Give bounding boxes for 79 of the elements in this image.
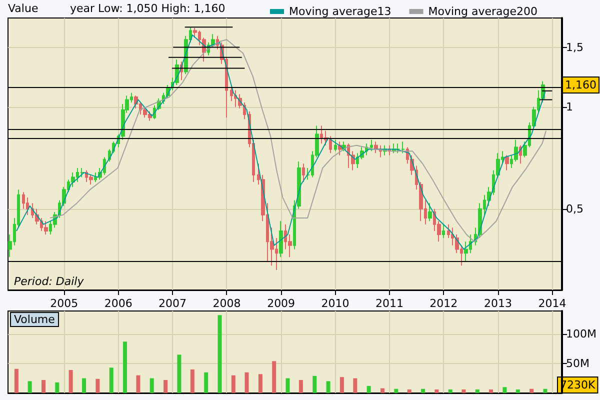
x-tick-label: 2008: [212, 297, 241, 310]
bar: [177, 354, 182, 393]
candlestick: [374, 141, 378, 154]
x-tick-label: 2014: [538, 297, 566, 310]
bar: [204, 372, 208, 393]
candlestick: [442, 224, 445, 239]
text: year Low: 1,050 High: 1,160: [70, 2, 226, 15]
bar: [298, 380, 303, 393]
x-tick-label: 2013: [484, 297, 512, 310]
bar: [421, 388, 426, 393]
candlestick: [428, 202, 432, 222]
chart-title: Value: [8, 2, 38, 15]
bar: [489, 389, 494, 393]
bar: [380, 388, 384, 393]
candlestick: [370, 139, 373, 152]
bar: [164, 380, 168, 393]
candlestick: [89, 174, 93, 186]
chart-title: Volume: [14, 313, 56, 326]
bar: [366, 386, 371, 393]
bar: [530, 388, 534, 393]
bar: [68, 370, 73, 393]
candlestick: [329, 136, 332, 154]
bar: [82, 378, 86, 393]
y-tick-label: 100M: [566, 328, 596, 341]
x-tick-label: 2006: [104, 297, 132, 310]
candlestick: [505, 154, 509, 171]
x-tick-label: 2005: [50, 297, 78, 310]
candlestick: [279, 220, 283, 258]
x-tick-label: 2010: [321, 297, 350, 310]
bar: [55, 382, 60, 393]
bar: [136, 375, 140, 393]
bar: [190, 369, 194, 393]
bar: [475, 389, 480, 393]
y-tick-label: 50M: [566, 357, 590, 370]
candlestick: [71, 172, 75, 188]
bar: [231, 375, 236, 393]
legend-label: Moving average13: [289, 5, 392, 18]
candlestick: [451, 227, 454, 246]
bar: [448, 389, 452, 393]
y-tick-label: 0,5: [566, 202, 584, 216]
bar: [394, 388, 398, 393]
bar: [41, 380, 46, 393]
bar: [326, 381, 330, 393]
x-tick-label: 2009: [267, 297, 296, 310]
bar: [96, 378, 100, 393]
bar: [312, 376, 317, 393]
bar: [258, 374, 262, 393]
bar: [353, 378, 358, 393]
bar: [286, 378, 290, 393]
annotation: 1,160: [565, 78, 596, 92]
x-tick-label: 2012: [430, 297, 458, 310]
y-tick-label: 1: [566, 100, 573, 114]
candlestick: [302, 163, 305, 183]
bar: [543, 388, 548, 393]
annotation: Period: Daily: [14, 275, 84, 288]
x-tick-label: 2011: [375, 297, 404, 310]
bar: [434, 389, 439, 393]
candlestick: [401, 141, 405, 154]
candlestick: [44, 220, 48, 235]
bar: [28, 381, 32, 393]
bar: [272, 361, 276, 393]
bar: [109, 368, 114, 393]
bar: [123, 342, 128, 393]
bar: [502, 387, 507, 393]
bar: [218, 315, 222, 393]
candlestick: [396, 142, 400, 154]
y-tick-label: 1,5: [566, 40, 584, 54]
bar: [150, 378, 154, 393]
candlestick: [80, 168, 84, 178]
candlestick: [334, 139, 337, 152]
bar: [516, 389, 520, 393]
bar: [244, 372, 249, 393]
bar: [407, 389, 412, 393]
candlestick: [419, 182, 423, 222]
bar: [14, 368, 18, 393]
bar: [340, 377, 344, 393]
bar: [462, 389, 466, 393]
x-tick-label: 2007: [158, 297, 187, 310]
legend-label: Moving average200: [428, 5, 538, 18]
